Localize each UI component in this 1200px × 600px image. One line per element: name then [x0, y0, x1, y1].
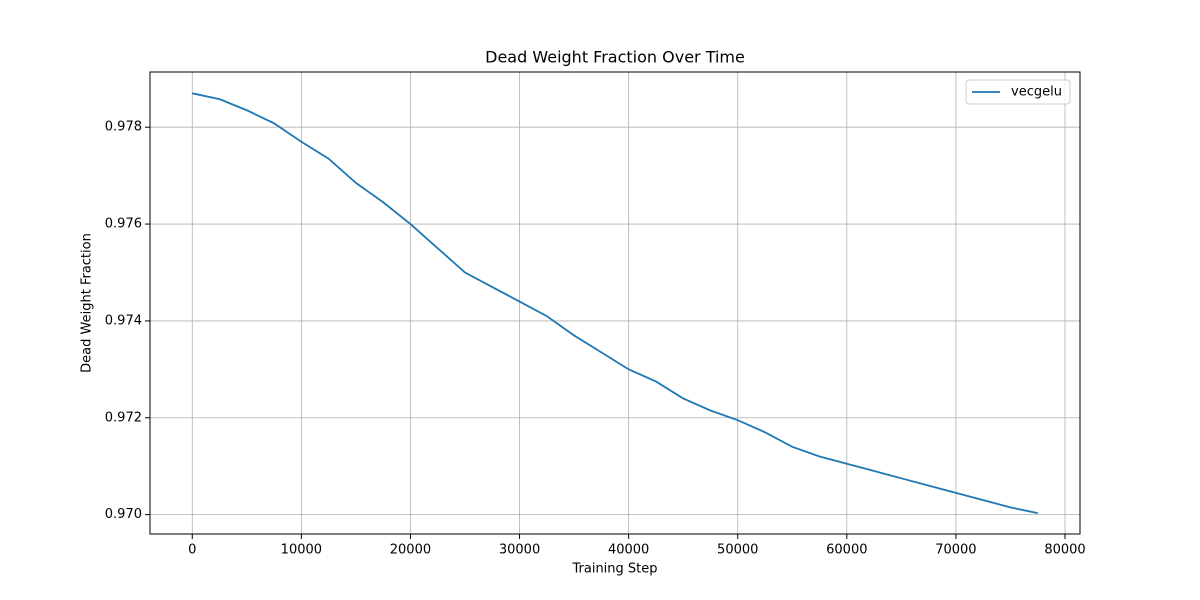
y-tick-label: 0.978 [105, 120, 142, 135]
x-axis-label: Training Step [571, 562, 657, 577]
y-tick-label: 0.974 [105, 313, 142, 328]
x-tick-label: 0 [188, 543, 196, 558]
x-tick-label: 70000 [935, 543, 976, 558]
x-tick-label: 60000 [826, 543, 867, 558]
y-tick-label: 0.976 [105, 217, 142, 232]
x-tick-label: 40000 [608, 543, 649, 558]
plot-frame [149, 71, 1081, 535]
x-tick-label: 50000 [717, 543, 758, 558]
legend-label: vecgelu [1011, 85, 1062, 100]
legend-box [965, 79, 1071, 105]
y-axis-label: Dead Weight Fraction [80, 233, 95, 373]
y-tick-label: 0.970 [105, 507, 142, 522]
x-tick-label: 80000 [1044, 543, 1085, 558]
y-tick-label: 0.972 [105, 410, 142, 425]
data-line [192, 92, 1038, 515]
x-tick-label: 30000 [499, 543, 540, 558]
chart-title: Dead Weight Fraction Over Time [485, 48, 745, 67]
x-tick-label: 20000 [390, 543, 431, 558]
x-tick-label: 10000 [281, 543, 322, 558]
